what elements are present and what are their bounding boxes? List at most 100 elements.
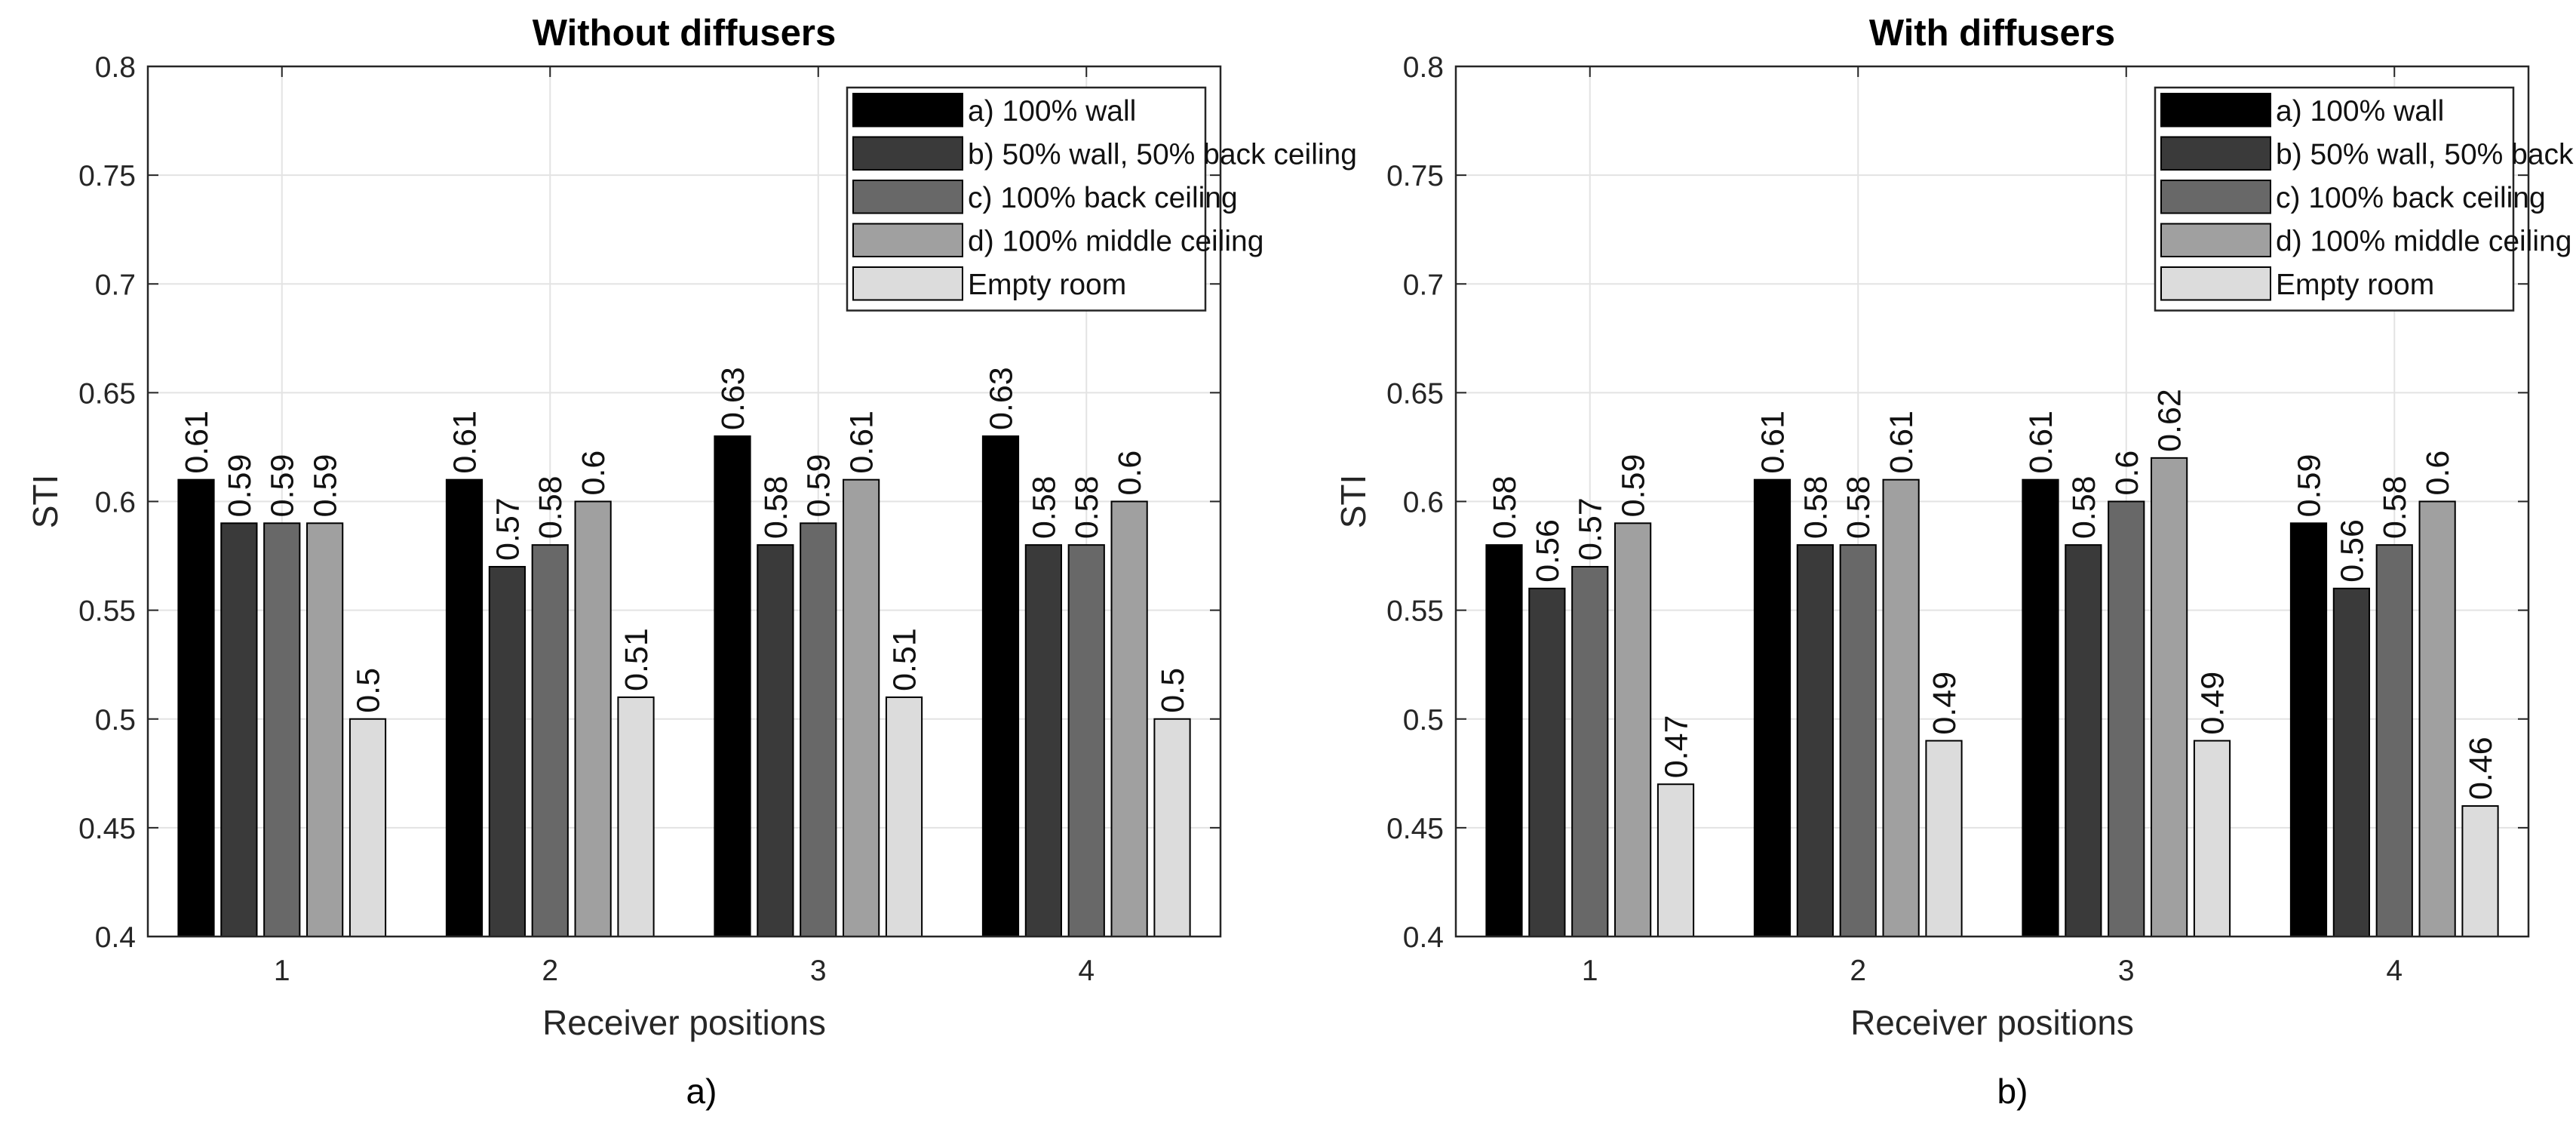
legend-label: a) 100% wall (968, 95, 1136, 128)
y-tick-label: 0.45 (1386, 813, 1444, 845)
bar (1656, 783, 1695, 937)
axes-box (146, 65, 1222, 938)
bar-value-label: 0.5 (351, 668, 387, 713)
y-tick-label: 0.8 (95, 51, 136, 84)
bar-value-label: 0.51 (619, 628, 655, 691)
bar-value-label: 0.61 (447, 411, 483, 474)
bar (348, 718, 387, 937)
bar (617, 696, 655, 937)
bar-value-label: 0.51 (887, 628, 923, 691)
x-tick-label: 3 (810, 955, 827, 987)
y-tick-label: 0.4 (95, 921, 136, 954)
legend-swatch (2160, 180, 2271, 214)
bar-value-label: 0.61 (1884, 411, 1920, 474)
bar (885, 696, 923, 937)
legend-label: b) 50% wall, 50% back ceiling (968, 139, 1357, 171)
bar (2332, 587, 2370, 937)
bar-value-label: 0.59 (1616, 454, 1652, 518)
bar (1796, 544, 1834, 937)
bar (1882, 478, 1920, 937)
legend-label: d) 100% middle ceiling (2276, 226, 2571, 258)
y-tick-label: 0.45 (78, 813, 136, 845)
bar (1925, 740, 1963, 937)
bar-value-label: 0.6 (2109, 451, 2145, 496)
bar (263, 522, 301, 937)
bar-value-label: 0.59 (265, 454, 301, 518)
legend-label: d) 100% middle ceiling (968, 226, 1263, 258)
bar-value-label: 0.58 (1069, 475, 1105, 539)
legend-label: Empty room (968, 269, 1126, 301)
x-tick-label: 4 (1078, 955, 1095, 987)
y-tick-label: 0.55 (1386, 595, 1444, 628)
bar-value-label: 0.61 (1755, 411, 1791, 474)
bar-value-label: 0.58 (758, 475, 794, 539)
legend-label: Empty room (2276, 269, 2434, 301)
bar (2022, 478, 2059, 937)
bar-value-label: 0.58 (1487, 475, 1523, 539)
legend-swatch (2160, 93, 2271, 128)
bar (2193, 740, 2231, 937)
bar-value-label: 0.56 (2334, 519, 2370, 583)
bar (1571, 565, 1609, 937)
y-axis-label: STI (26, 475, 65, 529)
y-tick-label: 0.5 (1403, 704, 1444, 737)
x-axis-label: Receiver positions (542, 1003, 826, 1042)
bar-value-label: 0.59 (2291, 454, 2327, 518)
y-tick-label: 0.65 (78, 377, 136, 410)
x-tick-label: 2 (542, 955, 558, 987)
y-tick-label: 0.5 (95, 704, 136, 737)
bar (981, 435, 1020, 937)
bar (488, 565, 526, 937)
bar-value-label: 0.47 (1659, 715, 1695, 779)
bar (1067, 544, 1105, 937)
legend-label: b) 50% wall, 50% back ceiling (2276, 139, 2576, 171)
bar (843, 478, 880, 937)
chart-title: Without diffusers (533, 13, 836, 54)
bar-value-label: 0.57 (1573, 497, 1609, 561)
bar-value-label: 0.58 (1798, 475, 1834, 539)
bar-value-label: 0.59 (801, 454, 837, 518)
bar-value-label: 0.61 (844, 411, 880, 474)
bar (1485, 544, 1523, 937)
bar (1024, 544, 1062, 937)
x-axis-label: Receiver positions (1850, 1003, 2134, 1042)
bar-value-label: 0.61 (179, 411, 215, 474)
bar-value-label: 0.6 (2420, 451, 2456, 496)
legend-swatch (852, 223, 963, 257)
bar (800, 522, 837, 937)
y-tick-label: 0.6 (1403, 487, 1444, 519)
bar (2289, 522, 2328, 937)
bar-value-label: 0.49 (1927, 672, 1963, 735)
bar (445, 478, 484, 937)
bar (2461, 805, 2499, 938)
bar-value-label: 0.6 (576, 451, 612, 496)
chart-title: With diffusers (1869, 13, 2115, 54)
y-tick-label: 0.65 (1386, 377, 1444, 410)
bar (2065, 544, 2102, 937)
bar (714, 435, 751, 937)
axes-box (1454, 65, 2530, 938)
bar (757, 544, 794, 937)
bar (2418, 500, 2456, 937)
bar (1614, 522, 1652, 937)
legend-swatch (2160, 136, 2271, 171)
y-tick-label: 0.7 (1403, 269, 1444, 301)
legend-label: c) 100% back ceiling (968, 182, 1238, 214)
chart-panel-1: 0.40.450.50.550.60.650.70.750.81 2 3 40.61 0… (26, 13, 1357, 1111)
legend-swatch (852, 180, 963, 214)
bar (1753, 478, 1792, 937)
y-tick-label: 0.75 (78, 160, 136, 192)
legend-swatch (852, 266, 963, 301)
panel-caption: b) (1997, 1072, 2028, 1111)
bar (220, 522, 258, 937)
bar-value-label: 0.6 (1112, 451, 1148, 496)
bar-value-label: 0.63 (715, 367, 751, 430)
y-tick-label: 0.55 (78, 595, 136, 628)
bar-value-label: 0.5 (1155, 668, 1191, 713)
bar-value-label: 0.57 (490, 497, 526, 561)
x-tick-label: 4 (2386, 955, 2403, 987)
bar-value-label: 0.63 (983, 367, 1019, 430)
bar-value-label: 0.59 (308, 454, 344, 518)
bar (1110, 500, 1148, 937)
